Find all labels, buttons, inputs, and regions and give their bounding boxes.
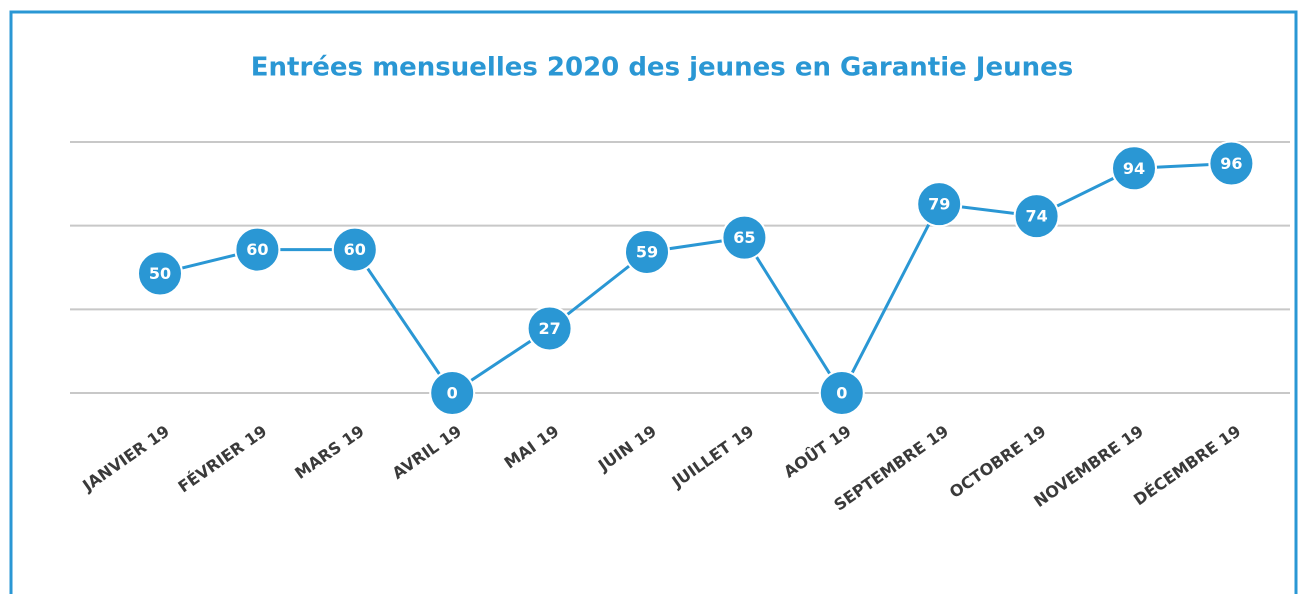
data-label: 27 (538, 319, 560, 338)
data-label: 96 (1220, 154, 1242, 173)
marker (624, 228, 670, 275)
data-label: 0 (447, 384, 458, 403)
x-tick-label: MAI 19 (501, 421, 563, 472)
x-tick-label: OCTOBRE 19 (946, 421, 1050, 501)
marker (526, 305, 573, 352)
data-label: 50 (149, 264, 171, 283)
line (159, 162, 1232, 397)
marker (429, 370, 476, 416)
marker (1111, 145, 1157, 192)
data-label: 74 (1025, 207, 1047, 226)
data-label: 60 (344, 240, 366, 259)
marker (137, 250, 183, 297)
marker (916, 181, 963, 228)
marker (1013, 193, 1060, 240)
frame (9, 10, 1298, 594)
marker (1208, 140, 1255, 187)
x-tick-label: FÉVRIER 19 (175, 421, 271, 496)
marker (234, 226, 281, 273)
x-tick-label: JANVIER 19 (78, 421, 173, 495)
chart-title: Entrées mensuelles 2020 des jeunes en Ga… (251, 53, 1074, 83)
data-label: 0 (836, 384, 847, 403)
data-label: 60 (246, 240, 268, 259)
data-label: 94 (1123, 159, 1145, 178)
x-tick-label: AVRIL 19 (389, 421, 465, 482)
marker (818, 370, 865, 416)
x-tick-label: JUIN 19 (594, 421, 660, 475)
x-tick-label: AOÛT 19 (780, 421, 855, 481)
data-label: 65 (733, 228, 755, 247)
marker (721, 214, 768, 261)
x-tick-label: JUILLET 19 (668, 421, 758, 492)
x-tick-label: MARS 19 (291, 421, 367, 482)
data-label: 59 (636, 242, 658, 261)
marker (331, 226, 378, 273)
data-label: 79 (928, 195, 950, 214)
x-tick-label: DÉCEMBRE 19 (1130, 421, 1244, 509)
